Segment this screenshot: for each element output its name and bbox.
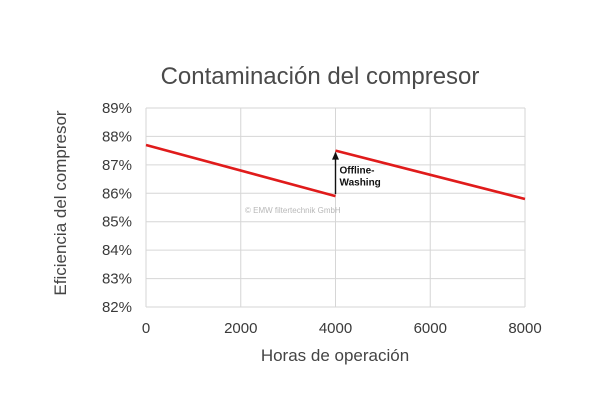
chart-title: Contaminación del compresor bbox=[161, 63, 480, 90]
series-line-segment bbox=[335, 149, 526, 201]
x-tick-label: 6000 bbox=[414, 320, 447, 337]
x-tick-label: 8000 bbox=[508, 320, 541, 337]
y-tick-label: 89% bbox=[102, 100, 132, 117]
y-tick-label: 85% bbox=[102, 214, 132, 231]
y-tick-label: 88% bbox=[102, 128, 132, 145]
y-tick-label: 84% bbox=[102, 242, 132, 259]
x-tick-label: 2000 bbox=[224, 320, 257, 337]
annotation-label-line: Offline- bbox=[340, 165, 375, 176]
series-line-segment bbox=[145, 143, 336, 198]
y-tick-label: 83% bbox=[102, 271, 132, 288]
y-tick-label: 86% bbox=[102, 185, 132, 202]
y-tick-label: 82% bbox=[102, 299, 132, 316]
y-axis-title: Eficiencia del compresor bbox=[51, 110, 70, 296]
x-axis-title: Horas de operación bbox=[261, 346, 409, 365]
annotation-arrowhead bbox=[332, 151, 339, 160]
plot-area: 82% 83% 84% 85% 86% 87% 88% 89% 0 2000 4000 6000 800… bbox=[102, 100, 542, 337]
x-tick-label: 0 bbox=[142, 320, 150, 337]
y-tick-label: 87% bbox=[102, 157, 132, 174]
watermark-text: © EMW filtertechnik GmbH bbox=[245, 206, 341, 215]
x-tick-label: 4000 bbox=[319, 320, 352, 337]
annotation-label-line: Washing bbox=[340, 177, 381, 188]
